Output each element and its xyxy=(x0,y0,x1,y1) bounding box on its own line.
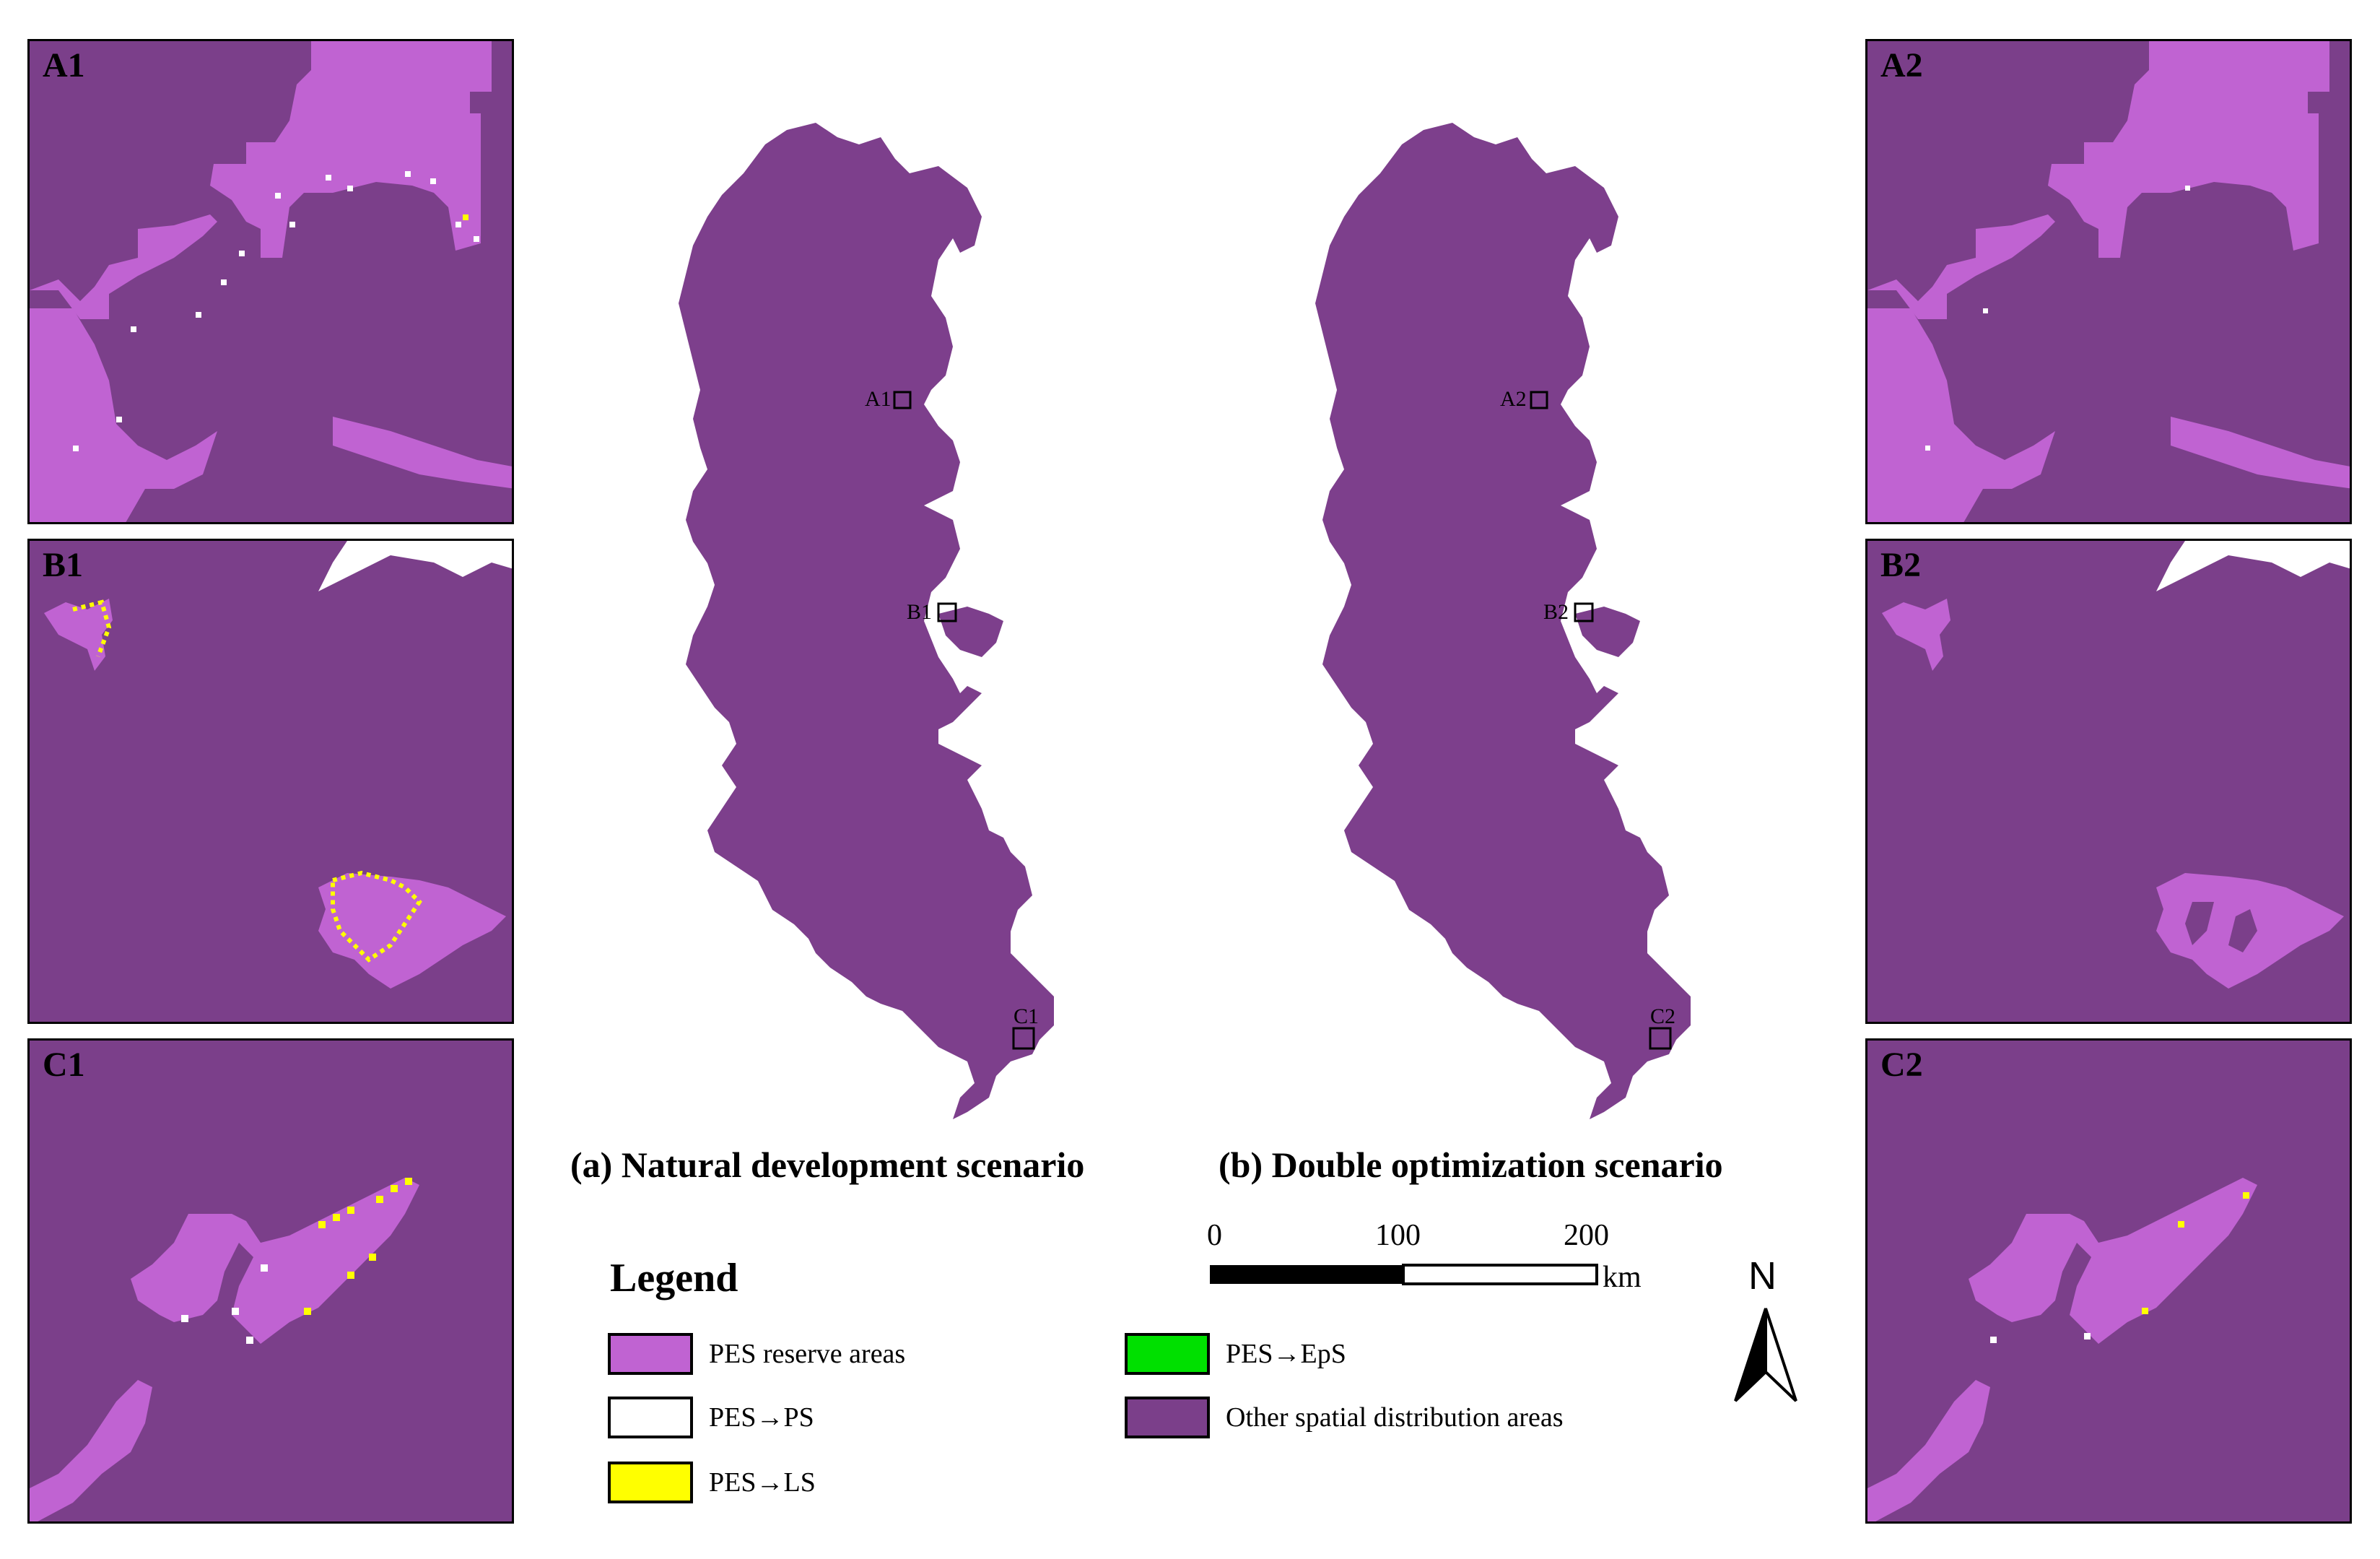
inset-panel-c1: C1 xyxy=(27,1038,514,1524)
pes-reserve-patch xyxy=(1867,1380,1990,1521)
north-arrow-graphic xyxy=(1734,1308,1797,1402)
inset-box-c2 xyxy=(1649,1027,1672,1050)
north-arrow-icon: N xyxy=(1730,1256,1802,1408)
inset-box-a2 xyxy=(1530,391,1548,409)
pes-ls-edge xyxy=(72,599,422,963)
legend-swatch xyxy=(608,1397,693,1438)
inset-map-b2 xyxy=(1882,541,2350,989)
scale-tick-label: 100 xyxy=(1375,1219,1421,1252)
inset-map-a2 xyxy=(1867,41,2350,522)
pes-ps-edge xyxy=(1925,186,2190,451)
panel-label-c1: C1 xyxy=(43,1046,85,1084)
study-area-bulge xyxy=(1575,607,1640,657)
inset-box-c1 xyxy=(1012,1027,1035,1050)
pes-reserve-patch xyxy=(30,1380,152,1521)
legend-swatch xyxy=(1125,1333,1210,1375)
scale-bar: 0 100 200 km xyxy=(1207,1219,1642,1300)
inset-box-label-c2: C2 xyxy=(1650,1004,1675,1028)
other-area-hole xyxy=(2185,902,2257,952)
pes-reserve-patch xyxy=(2048,41,2329,258)
pes-ps-edge xyxy=(181,1264,268,1344)
scale-tick-label: 0 xyxy=(1207,1219,1222,1252)
scale-bar-graphic xyxy=(1210,1264,1598,1285)
scale-unit: km xyxy=(1603,1261,1642,1294)
legend-label: Other spatial distribution areas xyxy=(1226,1402,1564,1433)
inset-box-b1 xyxy=(937,602,957,622)
pes-reserve-patch xyxy=(318,873,506,989)
inset-panel-a1: A1 xyxy=(27,39,514,524)
inset-box-a1 xyxy=(893,391,912,409)
scale-segment-empty xyxy=(1402,1264,1598,1285)
inset-panel-b1: B1 xyxy=(27,539,514,1024)
pes-ps-patch xyxy=(318,541,512,591)
inset-box-label-c1: C1 xyxy=(1014,1004,1039,1028)
legend-label: PES→LS xyxy=(709,1467,816,1498)
inset-map-c1 xyxy=(30,1178,419,1521)
pes-reserve-patch xyxy=(1882,599,1950,671)
pes-reserve-patch xyxy=(333,417,512,489)
inset-map-a1 xyxy=(30,41,512,522)
pes-reserve-patch xyxy=(2171,417,2350,489)
legend-label: PES→EpS xyxy=(1226,1339,1346,1369)
pes-ls-edge xyxy=(2142,1192,2249,1314)
pes-reserve-patch xyxy=(30,308,217,522)
scale-tick-label: 200 xyxy=(1564,1219,1609,1252)
pes-reserve-patch xyxy=(1867,308,2055,522)
pes-ps-edge xyxy=(1990,1333,2091,1343)
panel-label-a2: A2 xyxy=(1880,46,1923,84)
pes-reserve-patch xyxy=(131,1178,419,1344)
inset-box-b2 xyxy=(1574,602,1594,622)
caption-double-optimization: (b) Double optimization scenario xyxy=(1219,1145,1723,1185)
inset-box-label-b1: B1 xyxy=(907,600,932,624)
pes-reserve-patch xyxy=(44,599,113,671)
inset-box-label-b2: B2 xyxy=(1543,600,1569,624)
pes-reserve-patch xyxy=(1969,1178,2257,1344)
legend-swatch xyxy=(608,1333,693,1375)
panel-label-b2: B2 xyxy=(1880,546,1922,584)
study-area-shape xyxy=(1315,123,1691,1119)
inset-panel-b2: B2 xyxy=(1865,539,2352,1024)
inset-map-c2 xyxy=(1867,1178,2257,1521)
inset-box-label-a1: A1 xyxy=(865,387,892,411)
legend-swatch xyxy=(1125,1397,1210,1438)
legend-label: PES reserve areas xyxy=(709,1339,906,1369)
panel-label-c2: C2 xyxy=(1880,1046,1923,1084)
study-area-bulge xyxy=(938,607,1003,657)
pes-ps-patch xyxy=(2156,541,2350,591)
pes-reserve-patch xyxy=(1867,214,2055,319)
study-area-shape xyxy=(679,123,1054,1119)
panel-label-b1: B1 xyxy=(43,546,84,584)
caption-natural-development: (a) Natural development scenario xyxy=(570,1145,1085,1185)
main-map-optimization: A2 B2 C2 xyxy=(1315,123,1691,1119)
panel-label-a1: A1 xyxy=(43,46,85,84)
north-letter: N xyxy=(1748,1254,1777,1298)
pes-ps-edge xyxy=(73,171,479,451)
inset-box-label-a2: A2 xyxy=(1500,387,1527,411)
legend-title: Legend xyxy=(610,1256,738,1300)
legend-swatch xyxy=(608,1462,693,1503)
pes-reserve-patch xyxy=(30,214,217,319)
pes-reserve-patch xyxy=(210,41,492,258)
inset-panel-a2: A2 xyxy=(1865,39,2352,524)
inset-map-b1 xyxy=(44,541,512,989)
scale-segment-filled xyxy=(1210,1265,1403,1284)
main-map-natural: A1 B1 C1 xyxy=(679,123,1054,1119)
pes-ls-cell xyxy=(463,214,468,220)
legend-label: PES→PS xyxy=(709,1402,814,1433)
inset-panel-c2: C2 xyxy=(1865,1038,2352,1524)
pes-ls-edge xyxy=(304,1178,412,1315)
